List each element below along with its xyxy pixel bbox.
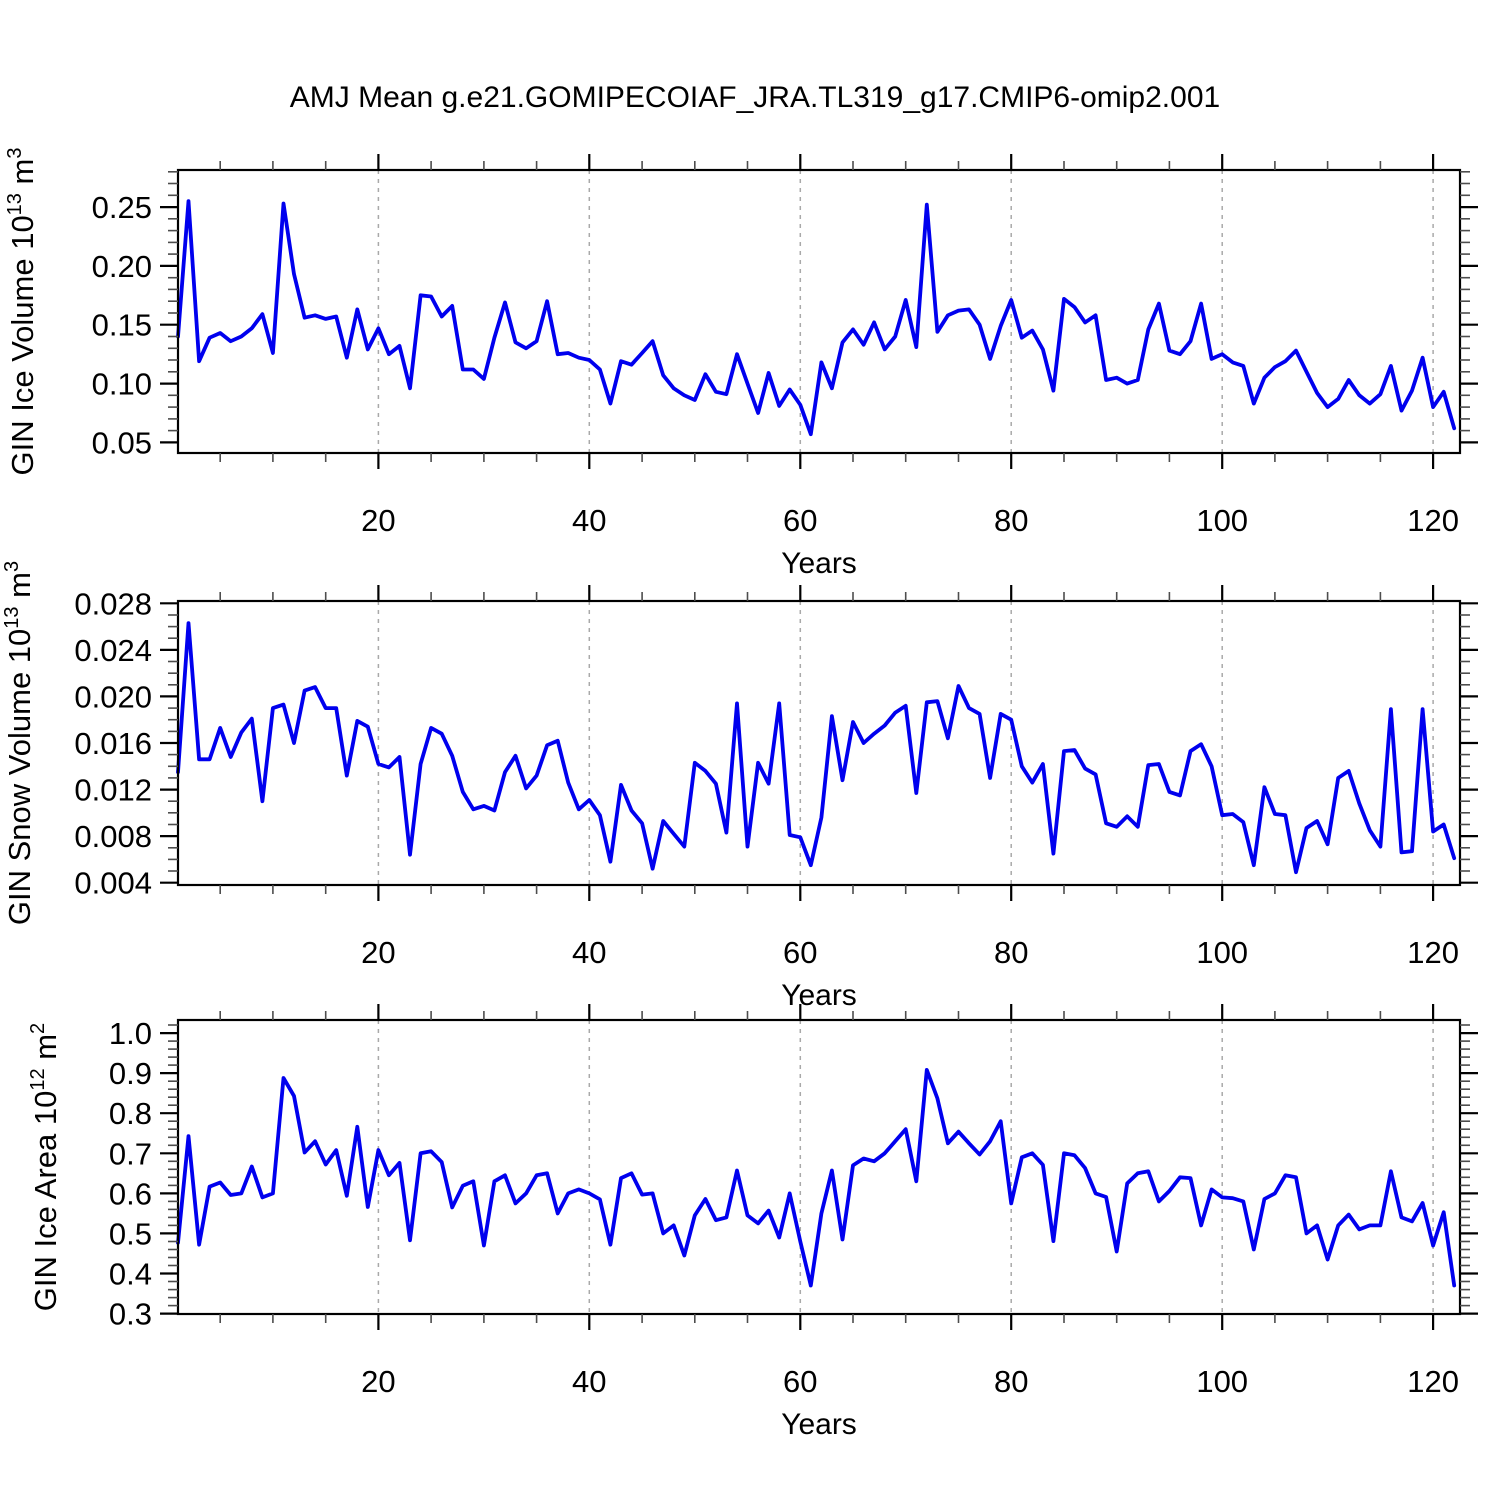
x-tick-label: 40 bbox=[572, 503, 606, 538]
x-axis-label: Years bbox=[781, 979, 857, 1012]
y-tick-label: 0.028 bbox=[74, 586, 152, 621]
x-tick-label: 120 bbox=[1407, 935, 1459, 970]
chart-title: AMJ Mean g.e21.GOMIPECOIAF_JRA.TL319_g17… bbox=[290, 81, 1220, 114]
x-tick-label: 60 bbox=[783, 503, 817, 538]
x-tick-label: 80 bbox=[994, 503, 1028, 538]
y-tick-label: 0.10 bbox=[92, 367, 152, 402]
panel-gin-ice-area: 0.3 0.4 0.5 0.6 0.7 0.8 0.9 1.0 20 40 60 80 100 120 Ye… bbox=[27, 1004, 1478, 1441]
x-tick-label: 120 bbox=[1407, 1364, 1459, 1399]
panel-gin-snow-volume: 0.004 0.008 0.012 0.016 0.020 0.024 0.028 20 40 6… bbox=[1, 561, 1478, 1012]
plot-frame bbox=[176, 1018, 1462, 1316]
x-tick-label: 60 bbox=[783, 935, 817, 970]
y-tick-label: 0.6 bbox=[109, 1176, 152, 1211]
y-tick-label: 0.8 bbox=[109, 1096, 152, 1131]
y-tick-label: 0.05 bbox=[92, 425, 152, 460]
y-tick-label: 0.20 bbox=[92, 249, 152, 284]
y-axis-label: GIN Snow Volume 1013 m3 bbox=[1, 561, 37, 925]
y-axis-label: GIN Ice Area 1012 m2 bbox=[27, 1023, 63, 1311]
y-tick-label: 0.004 bbox=[74, 866, 152, 901]
y-tick-label: 0.016 bbox=[74, 726, 152, 761]
y-tick-label: 0.5 bbox=[109, 1216, 152, 1251]
plot-frame bbox=[176, 168, 1462, 455]
plot-frame bbox=[176, 599, 1462, 887]
y-tick-label: 0.7 bbox=[109, 1136, 152, 1171]
y-tick-label: 0.012 bbox=[74, 773, 152, 808]
x-tick-label: 100 bbox=[1196, 1364, 1248, 1399]
y-tick-label: 0.024 bbox=[74, 633, 152, 668]
x-tick-label: 120 bbox=[1407, 503, 1459, 538]
x-tick-label: 40 bbox=[572, 1364, 606, 1399]
x-tick-label: 20 bbox=[361, 1364, 395, 1399]
x-tick-label: 20 bbox=[361, 503, 395, 538]
y-tick-label: 0.9 bbox=[109, 1056, 152, 1091]
y-tick-label: 0.25 bbox=[92, 190, 152, 225]
x-axis-label: Years bbox=[781, 547, 857, 580]
y-tick-label: 1.0 bbox=[109, 1016, 152, 1051]
x-tick-label: 100 bbox=[1196, 935, 1248, 970]
y-tick-label: 0.4 bbox=[109, 1257, 152, 1292]
x-axis-label: Years bbox=[781, 1408, 857, 1441]
x-tick-label: 60 bbox=[783, 1364, 817, 1399]
panel-gin-ice-volume: 0.05 0.10 0.15 0.20 0.25 20 40 60 80 100 120 Years G… bbox=[4, 148, 1478, 580]
x-tick-label: 80 bbox=[994, 1364, 1028, 1399]
y-tick-label: 0.008 bbox=[74, 819, 152, 854]
y-tick-label: 0.3 bbox=[109, 1297, 152, 1332]
x-tick-label: 20 bbox=[361, 935, 395, 970]
x-tick-label: 100 bbox=[1196, 503, 1248, 538]
x-tick-label: 40 bbox=[572, 935, 606, 970]
series-line-gin-snow-volume bbox=[176, 621, 1457, 875]
y-axis-label: GIN Ice Volume 1013 m3 bbox=[4, 148, 40, 476]
y-tick-label: 0.15 bbox=[92, 308, 152, 343]
x-tick-label: 80 bbox=[994, 935, 1028, 970]
series-line-gin-ice-volume bbox=[176, 199, 1457, 437]
series-line-gin-ice-area bbox=[176, 1068, 1457, 1288]
y-tick-label: 0.020 bbox=[74, 679, 152, 714]
